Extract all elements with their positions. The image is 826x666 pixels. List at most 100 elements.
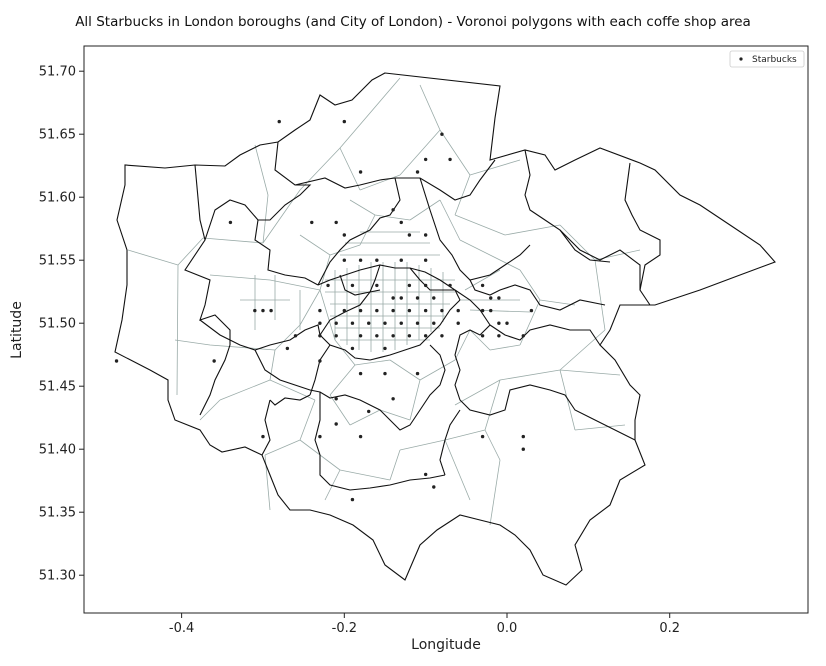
x-tick-label: -0.2 <box>332 621 357 636</box>
starbucks-point <box>521 447 525 451</box>
starbucks-point <box>383 371 387 376</box>
starbucks-point <box>521 334 525 338</box>
starbucks-point <box>423 157 428 162</box>
starbucks-point <box>375 334 379 338</box>
starbucks-point <box>497 334 501 338</box>
starbucks-point <box>269 308 273 313</box>
starbucks-point <box>448 157 452 162</box>
starbucks-point <box>367 321 371 325</box>
starbucks-point <box>480 283 485 288</box>
x-axis-label: Longitude <box>411 637 481 653</box>
starbucks-point <box>407 308 412 313</box>
starbucks-point <box>318 434 322 439</box>
starbucks-point <box>358 371 363 376</box>
starbucks-point <box>228 220 233 225</box>
legend: Starbucks <box>729 50 805 68</box>
starbucks-point <box>440 308 444 313</box>
starbucks-point <box>383 321 387 325</box>
starbucks-point <box>334 321 338 325</box>
starbucks-point <box>261 308 265 313</box>
starbucks-point <box>334 220 338 225</box>
voronoi-edges <box>127 77 641 526</box>
starbucks-point <box>423 308 428 313</box>
starbucks-point <box>415 170 420 174</box>
starbucks-point <box>456 321 460 325</box>
starbucks-point <box>342 308 347 313</box>
y-tick-label: 51.30 <box>39 569 76 584</box>
starbucks-point <box>383 346 387 351</box>
starbucks-point <box>407 233 412 237</box>
starbucks-point <box>358 170 363 174</box>
starbucks-point <box>423 283 428 288</box>
starbucks-point <box>521 434 525 439</box>
x-tick-label: -0.4 <box>169 621 194 636</box>
starbucks-points <box>114 119 534 502</box>
starbucks-point <box>334 397 338 401</box>
starbucks-point <box>423 472 428 477</box>
starbucks-point <box>480 308 485 313</box>
starbucks-point <box>318 334 322 338</box>
starbucks-point <box>497 321 501 325</box>
starbucks-point <box>399 296 403 300</box>
starbucks-point <box>529 308 534 313</box>
starbucks-point <box>285 346 290 351</box>
starbucks-point <box>423 233 428 237</box>
starbucks-point <box>277 119 281 124</box>
starbucks-point <box>497 296 501 300</box>
starbucks-point <box>440 334 444 338</box>
starbucks-point <box>350 321 355 325</box>
starbucks-point <box>505 321 509 325</box>
starbucks-point <box>423 334 428 338</box>
legend-box <box>729 50 805 68</box>
starbucks-point <box>310 220 314 225</box>
y-tick-label: 51.50 <box>39 317 76 332</box>
starbucks-point <box>391 397 395 401</box>
starbucks-point <box>440 132 444 136</box>
starbucks-point <box>114 359 119 363</box>
starbucks-point <box>407 283 412 288</box>
x-tick-label: 0.2 <box>659 621 680 636</box>
starbucks-point <box>399 220 403 225</box>
starbucks-point <box>432 485 436 489</box>
y-tick-label: 51.55 <box>39 254 76 269</box>
y-tick-label: 51.40 <box>39 443 76 458</box>
starbucks-point <box>261 434 265 439</box>
starbucks-point <box>293 334 298 338</box>
starbucks-point <box>432 321 436 325</box>
y-tick-label: 51.35 <box>39 506 76 521</box>
starbucks-point <box>432 296 436 300</box>
starbucks-point <box>318 321 322 325</box>
y-tick-label: 51.65 <box>39 128 76 143</box>
y-axis-label: Latitude <box>9 301 25 359</box>
starbucks-point <box>253 308 257 313</box>
starbucks-point <box>326 283 330 288</box>
starbucks-point <box>456 308 460 313</box>
y-tick-label: 51.60 <box>39 191 76 206</box>
starbucks-point <box>318 359 322 363</box>
starbucks-point <box>399 258 403 262</box>
starbucks-point <box>448 283 452 288</box>
starbucks-point <box>391 334 395 338</box>
starbucks-point <box>391 208 395 212</box>
starbucks-point <box>318 308 322 313</box>
starbucks-point <box>375 283 379 288</box>
plot-area-frame <box>83 45 809 614</box>
borough-boundaries <box>114 72 776 586</box>
starbucks-point <box>399 321 403 325</box>
starbucks-point <box>350 283 355 288</box>
starbucks-point <box>358 434 363 439</box>
starbucks-point <box>415 321 420 325</box>
starbucks-point <box>489 308 493 313</box>
starbucks-point <box>350 346 355 351</box>
legend-label: Starbucks <box>752 55 797 65</box>
starbucks-point <box>480 434 485 439</box>
starbucks-point <box>423 258 428 262</box>
y-tick-label: 51.45 <box>39 380 76 395</box>
starbucks-point <box>342 258 347 262</box>
x-axis: -0.4 -0.2 0.0 0.2 <box>169 613 680 636</box>
starbucks-point <box>367 409 371 414</box>
starbucks-point <box>342 233 347 237</box>
starbucks-point <box>480 334 485 338</box>
y-tick-label: 51.70 <box>39 65 76 80</box>
